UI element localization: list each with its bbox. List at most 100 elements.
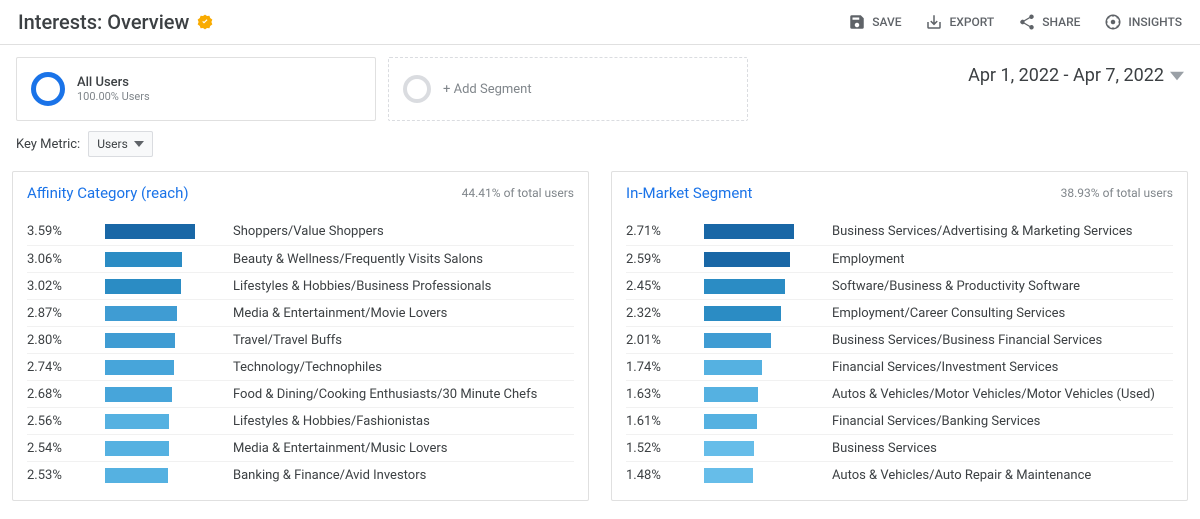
table-row[interactable]: 3.59%Shoppers/Value Shoppers — [27, 218, 574, 245]
bar-wrap — [105, 306, 225, 321]
bar — [704, 468, 753, 483]
table-row[interactable]: 2.87%Media & Entertainment/Movie Lovers — [27, 299, 574, 326]
donut-icon — [31, 72, 65, 106]
row-label: Business Services — [824, 441, 937, 456]
row-label: Autos & Vehicles/Auto Repair & Maintenan… — [824, 468, 1091, 483]
row-label: Food & Dining/Cooking Enthusiasts/30 Min… — [225, 387, 537, 402]
bar — [704, 224, 794, 239]
row-percent: 2.59% — [626, 252, 704, 267]
row-percent: 1.48% — [626, 468, 704, 483]
bar — [704, 306, 781, 321]
inmarket-panel: In-Market Segment 38.93% of total users … — [611, 171, 1188, 501]
row-percent: 2.56% — [27, 414, 105, 429]
table-row[interactable]: 2.56% Lifestyles & Hobbies/Fashionistas — [27, 407, 574, 434]
chevron-down-icon — [1170, 69, 1184, 83]
table-row[interactable]: 2.59% Employment — [626, 245, 1173, 272]
segment-name: All Users — [77, 75, 150, 90]
table-row[interactable]: 2.68%Food & Dining/Cooking Enthusiasts/3… — [27, 380, 574, 407]
row-percent: 2.01% — [626, 333, 704, 348]
row-percent: 1.74% — [626, 360, 704, 375]
bar-wrap — [704, 252, 824, 267]
bar-wrap — [704, 414, 824, 429]
table-row[interactable]: 2.32%Employment/Career Consulting Servic… — [626, 299, 1173, 326]
affinity-panel: Affinity Category (reach) 44.41% of tota… — [12, 171, 589, 501]
bar-wrap — [105, 252, 225, 267]
inmarket-rows: 2.71% Business Services/Advertising & Mar… — [612, 212, 1187, 500]
bar-wrap — [704, 279, 824, 294]
key-metric-row: Key Metric: Users — [0, 125, 1200, 171]
key-metric-label: Key Metric: — [16, 137, 80, 152]
row-label: Beauty & Wellness/Frequently Visits Salo… — [225, 252, 483, 267]
row-percent: 2.53% — [27, 468, 105, 483]
bar — [105, 414, 169, 429]
bar — [704, 387, 758, 402]
title-wrap: Interests: Overview — [18, 10, 213, 34]
share-label: SHARE — [1042, 15, 1080, 29]
key-metric-select[interactable]: Users — [88, 131, 153, 157]
table-row[interactable]: 2.74%Technology/Technophiles — [27, 353, 574, 380]
segment-sub: 100.00% Users — [77, 90, 150, 103]
bar-wrap — [704, 387, 824, 402]
row-percent: 2.32% — [626, 306, 704, 321]
bar-wrap — [105, 414, 225, 429]
bar-wrap — [704, 333, 824, 348]
panel-header: Affinity Category (reach) 44.41% of tota… — [13, 172, 588, 212]
table-row[interactable]: 3.06%Beauty & Wellness/Frequently Visits… — [27, 245, 574, 272]
bar — [105, 224, 195, 239]
header-actions: SAVE EXPORT SHARE INSIGHTS — [848, 13, 1182, 31]
table-row[interactable]: 2.54%Media & Entertainment/Music Lovers — [27, 434, 574, 461]
table-row[interactable]: 2.80%Travel/Travel Buffs — [27, 326, 574, 353]
table-row[interactable]: 2.53%Banking & Finance/Avid Investors — [27, 461, 574, 488]
date-range-picker[interactable]: Apr 1, 2022 - Apr 7, 2022 — [968, 57, 1184, 86]
insights-icon — [1104, 13, 1122, 31]
affinity-rows: 3.59%Shoppers/Value Shoppers3.06%Beauty … — [13, 212, 588, 500]
export-button[interactable]: EXPORT — [925, 13, 994, 31]
segment-all-users[interactable]: All Users 100.00% Users — [16, 57, 376, 121]
table-row[interactable]: 1.74%Financial Services/Investment Servi… — [626, 353, 1173, 380]
save-button[interactable]: SAVE — [848, 13, 901, 31]
share-button[interactable]: SHARE — [1018, 13, 1080, 31]
row-label: Financial Services/Banking Services — [824, 414, 1040, 429]
row-label: Lifestyles & Hobbies/Business Profession… — [225, 279, 491, 294]
affinity-subtitle: 44.41% of total users — [462, 186, 574, 200]
bar-wrap — [704, 441, 824, 456]
row-label: Lifestyles & Hobbies/Fashionistas — [225, 414, 430, 429]
row-percent: 2.71% — [626, 224, 704, 239]
row-label: Employment — [824, 252, 904, 267]
bar — [105, 306, 177, 321]
insights-label: INSIGHTS — [1128, 15, 1182, 29]
bar-wrap — [704, 360, 824, 375]
table-row[interactable]: 1.48% Autos & Vehicles/Auto Repair & Main… — [626, 461, 1173, 488]
table-row[interactable]: 2.45%Software/Business & Productivity So… — [626, 272, 1173, 299]
table-row[interactable]: 1.52% Business Services — [626, 434, 1173, 461]
inmarket-title[interactable]: In-Market Segment — [626, 184, 752, 202]
table-row[interactable]: 2.71% Business Services/Advertising & Mar… — [626, 218, 1173, 245]
bar — [704, 252, 790, 267]
row-percent: 1.61% — [626, 414, 704, 429]
table-row[interactable]: 1.63%Autos & Vehicles/Motor Vehicles/Mot… — [626, 380, 1173, 407]
donut-placeholder-icon — [403, 75, 431, 103]
table-row[interactable]: 1.61% Financial Services/Banking Services — [626, 407, 1173, 434]
row-label: Business Services/Advertising & Marketin… — [824, 224, 1132, 239]
affinity-title[interactable]: Affinity Category (reach) — [27, 184, 189, 202]
row-label: Shoppers/Value Shoppers — [225, 224, 384, 239]
row-percent: 2.87% — [27, 306, 105, 321]
bar — [105, 387, 172, 402]
table-row[interactable]: 3.02%Lifestyles & Hobbies/Business Profe… — [27, 272, 574, 299]
chevron-down-icon — [134, 139, 144, 149]
bar-wrap — [704, 468, 824, 483]
save-icon — [848, 13, 866, 31]
bar-wrap — [105, 279, 225, 294]
insights-button[interactable]: INSIGHTS — [1104, 13, 1182, 31]
bar-wrap — [105, 468, 225, 483]
row-percent: 2.54% — [27, 441, 105, 456]
bar — [704, 360, 762, 375]
row-label: Autos & Vehicles/Motor Vehicles/Motor Ve… — [824, 387, 1155, 402]
bar-wrap — [105, 387, 225, 402]
row-label: Technology/Technophiles — [225, 360, 382, 375]
row-percent: 2.80% — [27, 333, 105, 348]
table-row[interactable]: 2.01%Business Services/Business Financia… — [626, 326, 1173, 353]
date-range-label: Apr 1, 2022 - Apr 7, 2022 — [968, 65, 1164, 86]
row-percent: 1.52% — [626, 441, 704, 456]
add-segment-button[interactable]: + Add Segment — [388, 57, 748, 121]
